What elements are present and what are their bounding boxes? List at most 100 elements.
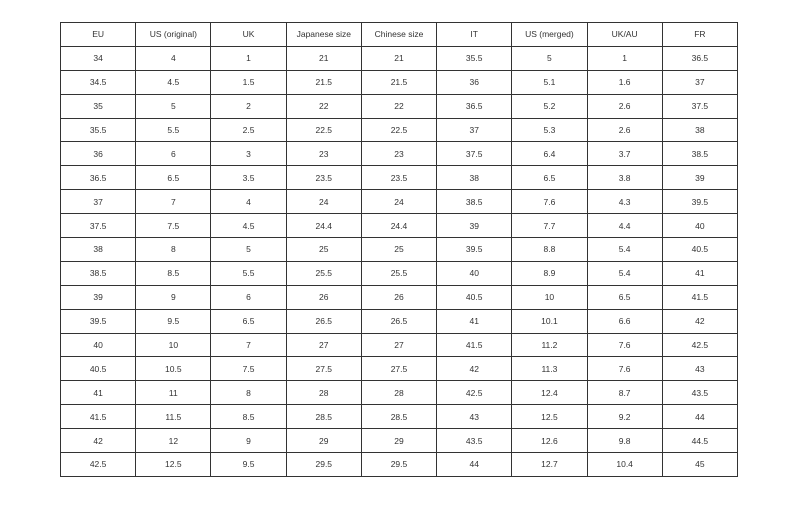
- column-header: EU: [59, 22, 137, 47]
- table-cell: 3.7: [586, 141, 663, 167]
- table-cell: 35.5: [436, 45, 513, 71]
- table-cell: 6.6: [586, 308, 663, 334]
- table-cell: 12.5: [135, 452, 212, 477]
- table-row: 40.5 10.5 7.5 27.5 27.5 42 11.3 7.6 43: [59, 356, 739, 382]
- table-cell: 25.5: [285, 260, 362, 286]
- table-cell: 5.3: [511, 117, 588, 143]
- table-cell: 26.5: [285, 308, 362, 334]
- table-cell: 12: [135, 428, 212, 454]
- table-cell: 21: [285, 45, 362, 71]
- table-cell: 36: [436, 69, 513, 95]
- table-cell: 7.7: [511, 213, 588, 239]
- table-cell: 43.5: [436, 428, 513, 454]
- table-cell: 23.5: [285, 165, 362, 191]
- table-cell: 38: [661, 117, 739, 143]
- table-cell: 24.4: [285, 213, 362, 239]
- table-cell: 22: [360, 93, 438, 119]
- table-cell: 42.5: [661, 332, 739, 358]
- table-cell: 21.5: [360, 69, 438, 95]
- table-cell: 9.5: [210, 452, 287, 477]
- table-cell: 8.7: [586, 380, 663, 406]
- table-cell: 43: [436, 404, 513, 430]
- table-cell: 10: [135, 332, 212, 358]
- table-cell: 42: [436, 356, 513, 382]
- table-cell: 1.5: [210, 69, 287, 95]
- header-row: EU US (original) UK Japanese size Chinese si…: [59, 22, 739, 47]
- table-cell: 40.5: [661, 237, 739, 262]
- table-cell: 1.6: [586, 69, 663, 95]
- table-cell: 7.6: [586, 356, 663, 382]
- table-cell: 42: [661, 308, 739, 334]
- table-cell: 37.5: [59, 213, 137, 239]
- table-cell: 21.5: [285, 69, 362, 95]
- column-header: UK: [210, 22, 287, 47]
- table-cell: 1: [586, 45, 663, 71]
- table-cell: 10.5: [135, 356, 212, 382]
- column-header: UK/AU: [586, 22, 663, 47]
- table-cell: 39.5: [436, 237, 513, 262]
- table-cell: 39: [661, 165, 739, 191]
- table-cell: 41.5: [661, 284, 739, 310]
- table-row: 38 8 5 25 25 39.5 8.8 5.4 40.5: [59, 237, 739, 262]
- table-cell: 4.5: [135, 69, 212, 95]
- table-cell: 6: [135, 141, 212, 167]
- table-cell: 40: [661, 213, 739, 239]
- table-cell: 9: [210, 428, 287, 454]
- table-cell: 8.5: [135, 260, 212, 286]
- column-header: Chinese size: [360, 22, 438, 47]
- column-header: FR: [661, 22, 739, 47]
- table-cell: 29: [285, 428, 362, 454]
- table-row: 42.5 12.5 9.5 29.5 29.5 44 12.7 10.4 45: [59, 452, 739, 477]
- table-cell: 6: [210, 284, 287, 310]
- table-cell: 29.5: [285, 452, 362, 477]
- table-cell: 4.5: [210, 213, 287, 239]
- table-cell: 25.5: [360, 260, 438, 286]
- table-cell: 1: [210, 45, 287, 71]
- column-header: US (original): [135, 22, 212, 47]
- table-cell: 39.5: [661, 189, 739, 215]
- table-cell: 7.6: [511, 189, 588, 215]
- table-cell: 3: [210, 141, 287, 167]
- table-cell: 12.6: [511, 428, 588, 454]
- table-cell: 2.5: [210, 117, 287, 143]
- table-cell: 5.4: [586, 237, 663, 262]
- table-cell: 11.2: [511, 332, 588, 358]
- table-row: 34 4 1 21 21 35.5 5 1 36.5: [59, 45, 739, 71]
- table-cell: 38.5: [59, 260, 137, 286]
- table-cell: 34: [59, 45, 137, 71]
- table-cell: 37.5: [436, 141, 513, 167]
- table-cell: 28.5: [285, 404, 362, 430]
- table-cell: 42: [59, 428, 137, 454]
- table-cell: 22.5: [285, 117, 362, 143]
- table-cell: 4: [210, 189, 287, 215]
- table-cell: 27.5: [285, 356, 362, 382]
- table-cell: 2.6: [586, 93, 663, 119]
- table-cell: 26: [360, 284, 438, 310]
- table-cell: 44: [661, 404, 739, 430]
- table-cell: 5: [511, 45, 588, 71]
- table-cell: 11.3: [511, 356, 588, 382]
- table-cell: 39: [436, 213, 513, 239]
- table-cell: 7.5: [135, 213, 212, 239]
- table-cell: 40.5: [436, 284, 513, 310]
- table-cell: 6.5: [511, 165, 588, 191]
- table-cell: 4.3: [586, 189, 663, 215]
- table-cell: 10.1: [511, 308, 588, 334]
- table-row: 40 10 7 27 27 41.5 11.2 7.6 42.5: [59, 332, 739, 358]
- table-cell: 11.5: [135, 404, 212, 430]
- table-row: 34.5 4.5 1.5 21.5 21.5 36 5.1 1.6 37: [59, 69, 739, 95]
- table-cell: 5.5: [210, 260, 287, 286]
- table-cell: 41: [59, 380, 137, 406]
- table-cell: 41: [661, 260, 739, 286]
- table-cell: 5.5: [135, 117, 212, 143]
- table-cell: 12.4: [511, 380, 588, 406]
- table-cell: 23.5: [360, 165, 438, 191]
- table-cell: 6.4: [511, 141, 588, 167]
- table-cell: 22.5: [360, 117, 438, 143]
- table-cell: 7.5: [210, 356, 287, 382]
- table-cell: 43: [661, 356, 739, 382]
- table-cell: 25: [360, 237, 438, 262]
- table-row: 41.5 11.5 8.5 28.5 28.5 43 12.5 9.2 44: [59, 404, 739, 430]
- table-cell: 37: [436, 117, 513, 143]
- table-cell: 11: [135, 380, 212, 406]
